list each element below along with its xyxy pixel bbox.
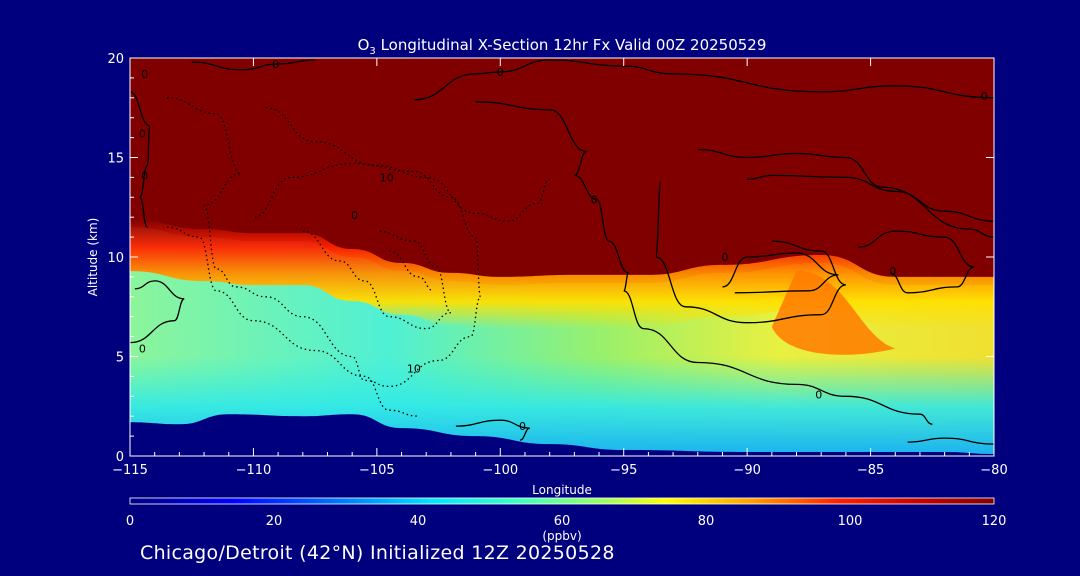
- x-tick-label-3: −100: [482, 463, 518, 478]
- x-tick-label-5: −90: [733, 463, 760, 478]
- contour-solid-5: [697, 148, 994, 238]
- contour-label-1: 0: [272, 58, 279, 71]
- y-tick-label-3: 15: [107, 152, 124, 167]
- contour-label-4: 0: [139, 128, 146, 141]
- colorbar-tick-label-5: 100: [838, 514, 863, 529]
- contour-label-0: 0: [141, 68, 148, 81]
- contour-solid-9: [130, 280, 185, 344]
- contour-label-8: 0: [351, 209, 358, 222]
- contour-solid-2: [413, 59, 994, 101]
- contour-label-7: 10: [380, 171, 394, 184]
- x-tick-label-2: −105: [359, 463, 395, 478]
- x-tick-label-7: −80: [980, 463, 1007, 478]
- x-axis: −115 −110 −105 −100 −95 −90 −85 −80: [112, 58, 1008, 478]
- contour-label-11: 0: [139, 343, 146, 356]
- x-tick-label-4: −95: [610, 463, 637, 478]
- colorbar-tick-label-6: 120: [982, 514, 1007, 529]
- y-tick-label-4: 20: [107, 52, 124, 67]
- y-axis: 0 5 10 15 20: [107, 52, 994, 465]
- contour-dotted-1: [265, 107, 550, 222]
- contour-lines: [130, 59, 994, 445]
- footer-caption: Chicago/Detroit (42°N) Initialized 12Z 2…: [140, 542, 615, 564]
- contour-label-3: 0: [981, 90, 988, 103]
- x-tick-label-0: −115: [112, 463, 148, 478]
- tropopause-gradient: [130, 219, 994, 329]
- contour-solid-3: [475, 101, 933, 425]
- contour-solid-4: [747, 174, 994, 222]
- contour-dotted-0: [166, 97, 482, 388]
- contour-solid-0: [130, 91, 151, 228]
- y-tick-label-0: 0: [116, 450, 124, 465]
- colorbar: [129, 497, 995, 505]
- y-axis-label: Altitude (km): [86, 218, 100, 297]
- colorbar-tick-label-1: 20: [266, 514, 283, 529]
- contour-label-10: 0: [889, 265, 896, 278]
- y-tick-label-1: 5: [116, 351, 124, 366]
- contour-dotted-4: [389, 250, 434, 292]
- colorbar-ticks: 0 20 40 60 80 100 120: [126, 514, 1007, 529]
- contour-solid-8: [858, 230, 975, 294]
- chart-title: O3 Longitudinal X-Section 12hr Fx Valid …: [358, 36, 767, 57]
- contour-solid-11: [907, 437, 994, 445]
- contour-solid-10: [455, 419, 531, 441]
- contour-solid-1: [191, 59, 316, 71]
- contour-label-5: 0: [141, 169, 148, 182]
- y-tick-label-2: 10: [107, 251, 124, 266]
- plot-area: [130, 58, 994, 456]
- contour-solid-6: [655, 180, 847, 324]
- x-axis-label: Longitude: [532, 483, 592, 497]
- contour-label-2: 0: [497, 66, 504, 79]
- x-tick-label-1: −110: [236, 463, 272, 478]
- contour-label-6: 0: [591, 193, 598, 206]
- colorbar-unit: (ppbv): [542, 529, 581, 543]
- contour-label-14: 0: [519, 420, 526, 433]
- contour-label-9: 0: [721, 251, 728, 264]
- ozone-intrusion: [771, 270, 896, 355]
- contour-label-12: 10: [407, 362, 421, 375]
- colorbar-tick-label-3: 60: [554, 514, 571, 529]
- contour-labels: 0 0 0 0 0 0 0 10 0 0 0 0 10 0 0: [139, 58, 988, 433]
- terrain-mask: [130, 414, 994, 456]
- x-tick-label-6: −85: [857, 463, 884, 478]
- colorbar-tick-label-4: 80: [698, 514, 715, 529]
- colorbar-tick-label-0: 0: [126, 514, 134, 529]
- colorbar-tick-label-2: 40: [410, 514, 427, 529]
- contour-solid-7: [722, 252, 839, 294]
- contour-label-13: 0: [815, 388, 822, 401]
